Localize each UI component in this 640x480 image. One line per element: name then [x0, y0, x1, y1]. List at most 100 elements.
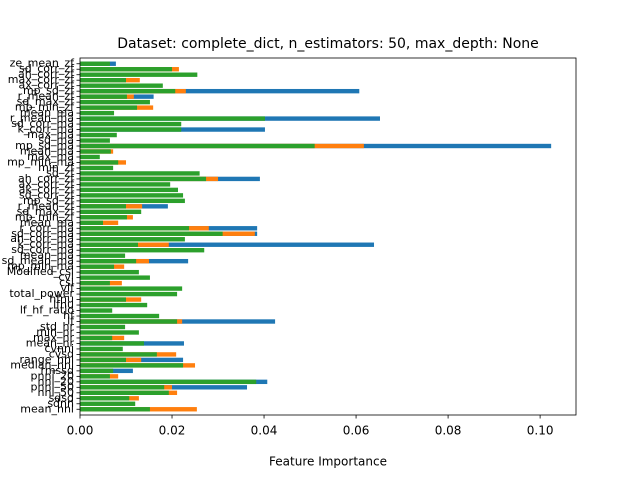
bar	[80, 116, 265, 121]
bar	[80, 198, 185, 204]
y-tick-label: k_corr_ma	[18, 123, 74, 136]
bar	[80, 165, 114, 171]
bar	[80, 258, 137, 264]
bar	[80, 88, 176, 94]
y-tick-label: sdnn	[47, 397, 74, 410]
bar	[80, 363, 184, 368]
y-tick-label: ah_corr_zf	[18, 172, 75, 185]
bar	[80, 121, 182, 127]
bar	[80, 330, 139, 335]
y-tick-label: nni_50	[38, 386, 75, 399]
y-tick-label: csi	[59, 276, 74, 289]
bar	[80, 346, 123, 352]
y-tick-label: rmssd	[41, 364, 75, 377]
y-tick-label: sdsd	[49, 391, 74, 404]
y-tick-label: sd_corr_zf	[19, 62, 75, 75]
bar	[80, 67, 173, 72]
bar	[80, 275, 150, 280]
y-tick-label: mp_min_ma	[7, 260, 74, 273]
bar	[80, 308, 113, 313]
bar	[80, 171, 200, 176]
y-tick-label: mp_sd_zf	[23, 194, 75, 207]
y-tick-label: hf	[63, 309, 75, 322]
x-tick-label: 0.06	[343, 424, 370, 438]
x-axis-label: Feature Importance	[269, 455, 387, 469]
bar	[80, 61, 110, 66]
bar	[80, 209, 142, 215]
bar	[80, 291, 178, 297]
bar	[80, 385, 165, 390]
bar	[80, 357, 127, 363]
bar	[80, 143, 315, 149]
y-tick-label: mp_min_zf	[15, 101, 75, 114]
bar	[80, 83, 163, 88]
bar	[80, 319, 178, 324]
bar	[80, 237, 185, 242]
bar	[80, 138, 110, 143]
bar	[80, 253, 126, 258]
y-tick-label: sd_max_zf	[17, 95, 75, 108]
y-tick-label: ze_mean_zf	[10, 57, 76, 70]
y-tick-label: sd_mean_ma	[2, 254, 74, 267]
y-tick-label: cvnni	[44, 342, 74, 355]
bar	[80, 193, 184, 198]
bar	[80, 286, 183, 291]
bar	[80, 78, 127, 83]
y-tick-label: sd_max_zf	[17, 205, 75, 218]
bar	[80, 220, 104, 225]
y-tick-label: mp_min_ma	[7, 155, 74, 168]
y-tick-label: nni_20	[38, 375, 75, 388]
y-tick-label: mean_ma	[20, 249, 74, 262]
bar	[80, 187, 179, 193]
bar	[80, 182, 171, 187]
bar	[80, 374, 110, 379]
x-tick-label: 0.04	[251, 424, 278, 438]
bar	[80, 269, 139, 275]
y-tick-label: ah_corr_zf	[18, 68, 75, 81]
y-tick-label: max_corr_zf	[8, 73, 75, 86]
y-tick-label: r_corr_ma	[19, 221, 74, 234]
y-tick-label: Modified_csi	[7, 265, 74, 278]
y-tick-label: ah_corr_ma	[10, 232, 74, 245]
y-tick-label: mean_hr	[26, 336, 75, 349]
y-tick-label: sd_zf	[46, 166, 75, 179]
plot-frame	[79, 57, 577, 416]
y-tick-label: min_zf	[38, 161, 75, 174]
bar	[80, 302, 148, 308]
bar	[80, 280, 110, 286]
y-tick-label: mp_sd_zf	[23, 84, 75, 97]
y-tick-label: min_hr	[36, 325, 74, 338]
y-tick-label: k_corr_ma	[18, 238, 74, 251]
y-tick-label: r_mean_ma	[10, 112, 74, 125]
bar	[80, 352, 157, 357]
bar	[80, 72, 198, 77]
y-tick-label: ax_corr_zf	[18, 177, 75, 190]
bar	[80, 324, 126, 330]
bar	[80, 379, 257, 385]
bar	[80, 88, 360, 94]
y-tick-label: cvsd	[49, 347, 74, 360]
y-tick-label: std_hr	[40, 320, 74, 333]
y-tick-label: pnni_50	[31, 380, 74, 393]
x-tick-label: 0.10	[527, 424, 554, 438]
bar	[80, 226, 190, 231]
bar	[80, 248, 205, 253]
bar	[80, 149, 111, 154]
bar	[80, 313, 160, 319]
bar	[80, 297, 127, 302]
bar	[80, 105, 138, 110]
chart-title: Dataset: complete_dict, n_estimators: 50…	[117, 36, 539, 52]
y-tick-label: pnni_20	[31, 369, 74, 382]
bar	[80, 132, 117, 138]
y-tick-label: mean_ma	[20, 216, 74, 229]
y-tick-label: mean_nni	[20, 402, 74, 415]
y-tick-label: hfnu	[49, 293, 74, 306]
bar	[80, 264, 115, 269]
bar	[80, 215, 127, 220]
y-tick-label: range_nni	[20, 353, 74, 366]
y-tick-label: max_ma	[27, 150, 74, 163]
y-tick-label: lfnu	[53, 298, 74, 311]
bar	[80, 99, 150, 105]
y-tick-label: cvi	[58, 271, 74, 284]
